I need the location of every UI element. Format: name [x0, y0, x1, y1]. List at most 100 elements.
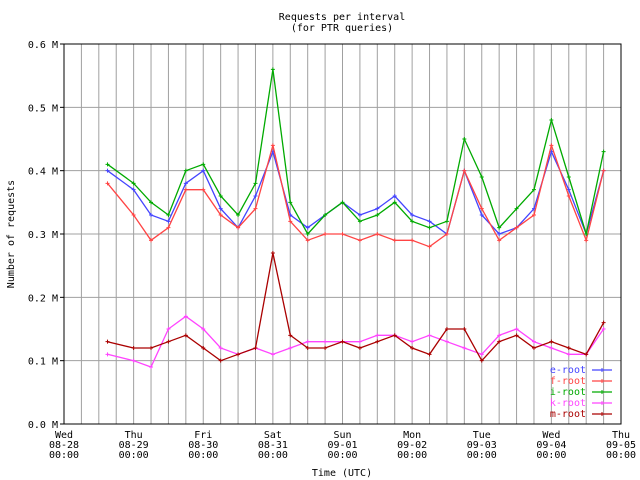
- data-point: [149, 346, 154, 350]
- data-point: [201, 346, 206, 350]
- data-point: [514, 327, 519, 331]
- data-point: [131, 181, 136, 186]
- data-point: [270, 251, 275, 255]
- x-tick-label: 08-30: [188, 440, 218, 451]
- x-tick-label: 09-05: [606, 440, 636, 451]
- data-point: [375, 206, 380, 211]
- data-point: [392, 333, 397, 338]
- data-point: [514, 333, 519, 338]
- chart-subtitle: (for PTR queries): [291, 23, 393, 34]
- data-point: [375, 213, 380, 217]
- x-tick-label: 00:00: [119, 450, 149, 461]
- data-point: [410, 219, 415, 224]
- y-axis-label: Number of requests: [6, 180, 17, 288]
- x-tick-label: 09-01: [327, 440, 357, 451]
- data-point: [584, 232, 589, 236]
- legend-marker: [600, 401, 604, 405]
- data-point: [410, 213, 415, 217]
- data-point: [201, 168, 206, 173]
- data-point: [479, 206, 484, 211]
- x-tick-label: Sun: [333, 430, 351, 441]
- data-point: [323, 346, 328, 350]
- chart-title: Requests per interval: [279, 12, 405, 23]
- legend-marker: [600, 390, 604, 394]
- data-point: [497, 333, 502, 338]
- data-point: [549, 346, 554, 350]
- data-point: [340, 200, 345, 205]
- data-point: [253, 194, 258, 198]
- x-tick-label: 09-02: [397, 440, 427, 451]
- legend-label: f-root: [550, 376, 586, 387]
- x-tick-label: 08-31: [258, 440, 288, 451]
- data-point: [375, 339, 380, 344]
- data-point: [392, 194, 397, 198]
- legend-marker: [600, 368, 604, 372]
- x-tick-label: 09-04: [536, 440, 566, 451]
- data-point: [357, 219, 362, 224]
- x-tick-label: Mon: [403, 430, 421, 441]
- data-point: [270, 67, 275, 72]
- data-point: [218, 213, 223, 217]
- data-point: [305, 232, 310, 236]
- data-point: [566, 187, 571, 192]
- data-point: [236, 352, 241, 357]
- x-tick-label: 00:00: [258, 450, 288, 461]
- data-point: [392, 200, 397, 205]
- data-point: [357, 213, 362, 217]
- data-point: [375, 232, 380, 236]
- series-lines: [105, 67, 606, 369]
- data-point: [584, 352, 589, 357]
- data-point: [462, 346, 467, 350]
- data-point: [566, 175, 571, 179]
- data-point: [427, 244, 432, 249]
- legend-label: k-root: [550, 398, 586, 409]
- x-tick-label: 00:00: [536, 450, 566, 461]
- data-point: [514, 206, 519, 211]
- data-point: [288, 200, 293, 205]
- x-axis-label: Time (UTC): [312, 468, 372, 479]
- axis-tick-labels: 0.0 M0.1 M0.2 M0.3 M0.4 M0.5 M0.6 MWed08…: [28, 40, 636, 461]
- legend-label: i-root: [550, 387, 586, 398]
- data-point: [149, 213, 154, 217]
- data-point: [479, 358, 484, 363]
- x-tick-label: Thu: [125, 430, 143, 441]
- legend-marker: [600, 379, 604, 383]
- data-point: [323, 339, 328, 344]
- series-i-root: [105, 67, 606, 236]
- x-tick-label: 00:00: [49, 450, 79, 461]
- data-point: [531, 339, 536, 344]
- data-point: [305, 346, 310, 350]
- x-tick-label: 00:00: [467, 450, 497, 461]
- y-tick-label: 0.3 M: [28, 230, 58, 241]
- data-point: [105, 352, 110, 357]
- data-point: [479, 352, 484, 357]
- data-point: [131, 187, 136, 192]
- x-tick-label: Wed: [542, 430, 560, 441]
- x-tick-label: 08-28: [49, 440, 79, 451]
- x-tick-label: 00:00: [188, 450, 218, 461]
- legend-label: m-root: [550, 409, 586, 420]
- x-tick-label: Wed: [55, 430, 73, 441]
- data-point: [444, 219, 449, 224]
- data-point: [462, 327, 467, 331]
- data-point: [357, 339, 362, 344]
- y-tick-label: 0.4 M: [28, 167, 58, 178]
- data-point: [105, 181, 110, 186]
- x-tick-label: Fri: [194, 430, 212, 441]
- data-point: [166, 327, 171, 331]
- data-point: [566, 352, 571, 357]
- data-point: [444, 327, 449, 331]
- data-point: [462, 168, 467, 173]
- data-point: [166, 213, 171, 217]
- data-point: [131, 213, 136, 217]
- data-point: [410, 238, 415, 243]
- y-tick-label: 0.5 M: [28, 103, 58, 114]
- data-point: [357, 346, 362, 350]
- data-point: [549, 118, 554, 122]
- data-point: [479, 175, 484, 179]
- data-point: [105, 162, 110, 167]
- data-point: [270, 143, 275, 148]
- data-point: [305, 238, 310, 243]
